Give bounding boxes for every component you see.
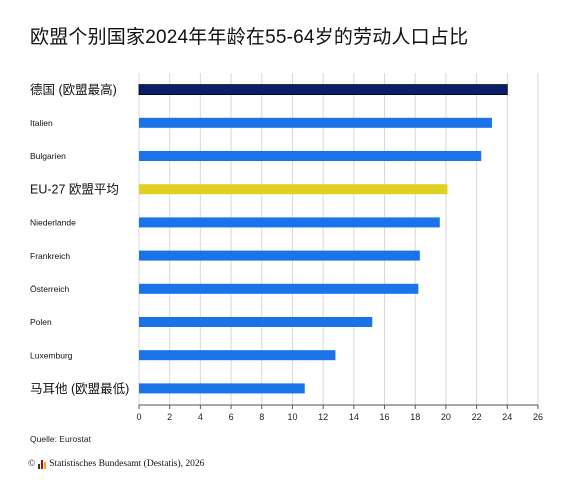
x-tick-label-5: 10 [287,412,297,422]
x-tick-label-6: 12 [318,412,328,422]
x-tick-label-8: 16 [380,412,390,422]
category-label-2: Bulgarien [30,151,66,161]
x-tick-label-9: 18 [410,412,420,422]
category-labels: 德国 (欧盟最高) Italien Bulgarien EU-27 欧盟平均 Niede… [30,82,129,396]
bar-3 [139,184,448,195]
x-tick-label-2: 4 [198,412,203,422]
x-tick-label-12: 24 [502,412,512,422]
x-tick-label-10: 20 [441,412,451,422]
bar-5 [139,250,420,261]
x-tick-label-4: 8 [259,412,264,422]
bar-2 [139,151,482,161]
bar-4 [139,217,440,228]
bar-1 [139,117,492,128]
category-label-5: Frankreich [30,251,70,261]
bar-9 [139,383,305,394]
category-label-0: 德国 (欧盟最高) [30,82,117,97]
category-label-4: Niederlande [30,218,76,228]
source-note: Quelle: Eurostat [30,434,91,444]
grid-lines [138,73,539,405]
footer-text: Statistisches Bundesamt (Destatis), 2026 [49,459,205,469]
x-axis: 0 2 4 6 8 10 12 14 16 18 20 22 24 26 [136,404,543,422]
bar-7 [139,317,373,327]
bar-6 [139,283,419,294]
category-label-8: Luxemburg [30,350,73,360]
bar-8 [139,350,336,361]
bars [138,84,508,394]
x-tick-label-11: 22 [472,412,482,422]
category-label-1: Italien [30,118,53,128]
x-tick-label-7: 14 [349,412,359,422]
destatis-logo-icon [38,459,47,469]
x-tick-label-1: 2 [167,412,172,422]
footer: © Statistisches Bundesamt (Destatis), 20… [28,459,204,469]
category-label-6: Österreich [30,284,69,294]
chart-title: 欧盟个别国家2024年年龄在55-64岁的劳动人口占比 [30,27,469,48]
x-tick-label-13: 26 [533,412,543,422]
copyright-symbol: © [28,459,36,469]
x-tick-label-3: 6 [229,412,234,422]
bar-0 [138,84,508,95]
category-label-9: 马耳他 (欧盟最低) [30,382,129,396]
x-tick-label-0: 0 [136,412,141,422]
category-label-7: Polen [30,317,52,327]
category-label-3: EU-27 欧盟平均 [30,183,119,197]
